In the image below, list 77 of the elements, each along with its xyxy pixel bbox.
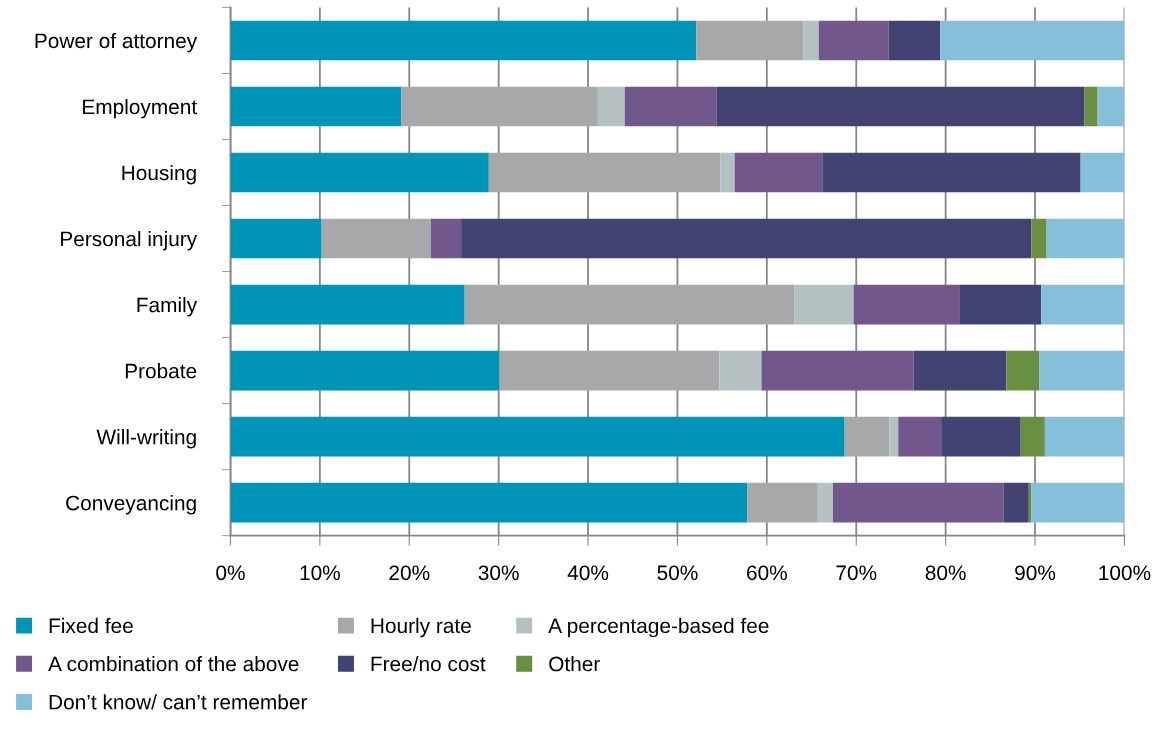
- bar: [230, 152, 489, 193]
- bar: [822, 152, 1081, 193]
- bar: [818, 20, 889, 61]
- bar: [794, 284, 854, 325]
- bar: [401, 86, 598, 127]
- bar: [321, 218, 431, 259]
- bar: [734, 152, 823, 193]
- y-tick-label: Conveyancing: [66, 495, 196, 515]
- y-tick-label: Will-writing: [96, 429, 196, 449]
- bar: [844, 416, 890, 457]
- y-tick-label: Housing: [122, 164, 196, 185]
- bar: [803, 20, 819, 61]
- bar: [230, 20, 697, 61]
- bar: [597, 86, 625, 127]
- bar: [1039, 350, 1125, 391]
- x-tick-label: 70%: [836, 565, 877, 581]
- bar: [230, 284, 465, 325]
- bar: [898, 416, 942, 457]
- y-tick-label: Probate: [125, 363, 197, 379]
- bar: [430, 218, 462, 259]
- bar: [913, 350, 1007, 391]
- x-tick-label: 30%: [478, 565, 519, 581]
- bar: [1020, 416, 1045, 457]
- y-tick-label: Personal injury: [61, 231, 198, 251]
- bar: [853, 284, 960, 325]
- x-tick-label: 60%: [747, 565, 787, 581]
- legend-label: Don’t know/ can’t remember: [49, 694, 308, 710]
- bar: [940, 20, 1125, 61]
- bar: [720, 152, 735, 193]
- bar: [1041, 284, 1125, 325]
- bar: [1097, 86, 1125, 127]
- legend-label: A combination of the above: [48, 655, 299, 672]
- bar: [230, 218, 322, 259]
- bar: [624, 86, 717, 127]
- legend-label: Other: [549, 655, 600, 672]
- y-tick-label: Power of attorney: [35, 32, 198, 53]
- bar: [230, 482, 748, 523]
- bar: [230, 350, 500, 391]
- legend-label: Fixed fee: [49, 617, 133, 634]
- bar: [1031, 482, 1125, 523]
- y-tick-label: Family: [137, 297, 198, 317]
- bar: [1080, 152, 1125, 193]
- x-tick-label: 40%: [567, 565, 609, 581]
- bar: [230, 86, 402, 127]
- bar: [833, 482, 1004, 523]
- bar: [888, 20, 941, 61]
- bar: [1046, 218, 1125, 259]
- bar: [488, 152, 721, 193]
- bar: [1031, 218, 1047, 259]
- x-tick-label: 0%: [216, 565, 245, 581]
- x-tick-label: 20%: [389, 565, 430, 581]
- legend-label: A percentage-based fee: [548, 617, 769, 638]
- bar: [1084, 86, 1098, 127]
- y-tick-label: Employment: [83, 98, 197, 119]
- bar: [719, 350, 762, 391]
- bar: [1003, 482, 1029, 523]
- bar: [817, 482, 833, 523]
- bar: [747, 482, 818, 523]
- bar: [941, 416, 1021, 457]
- bar: [464, 284, 795, 325]
- bar: [1006, 350, 1040, 391]
- x-tick-label: 10%: [300, 565, 340, 581]
- bar: [230, 416, 845, 457]
- legend-label: Hourly rate: [371, 617, 471, 638]
- bar: [716, 86, 1085, 127]
- legend-label: Free/no cost: [371, 655, 486, 672]
- x-tick-label: 80%: [925, 565, 966, 581]
- bar: [696, 20, 804, 61]
- bar: [499, 350, 720, 391]
- x-tick-label: 100%: [1099, 565, 1151, 581]
- x-tick-label: 90%: [1015, 565, 1056, 581]
- bar: [761, 350, 914, 391]
- bar: [959, 284, 1042, 325]
- bar: [889, 416, 899, 457]
- x-tick-label: 50%: [657, 565, 698, 581]
- bar: [461, 218, 1032, 259]
- bar: [1044, 416, 1125, 457]
